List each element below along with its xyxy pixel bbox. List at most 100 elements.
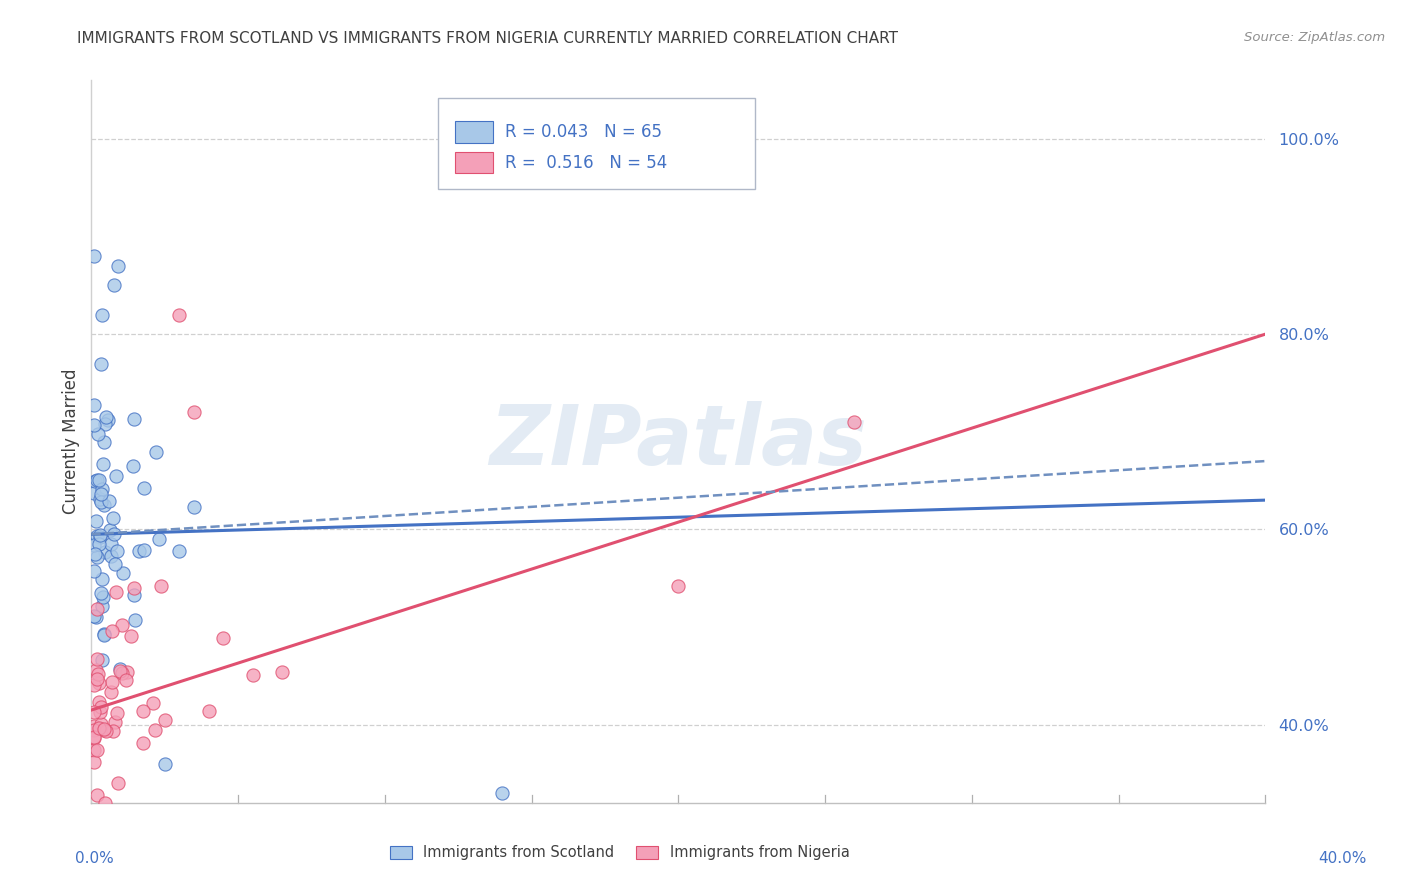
Point [83, 730, 105, 744]
Point [124, 613, 146, 627]
Point [844, 415, 866, 429]
Point [93, 435, 115, 450]
Point [87, 427, 110, 442]
Point [666, 579, 689, 593]
Point [91, 599, 114, 614]
Point [86, 550, 108, 565]
Point [93, 723, 115, 737]
Point [169, 543, 191, 558]
Point [107, 259, 129, 273]
Point [84, 610, 107, 624]
Point [89, 700, 111, 714]
FancyBboxPatch shape [437, 98, 755, 189]
Point [101, 624, 124, 638]
Point [90, 585, 112, 599]
Point [271, 665, 294, 679]
Point [86, 474, 108, 488]
Point [149, 579, 172, 593]
Point [93, 498, 115, 512]
Point [86, 529, 108, 543]
Point [90, 487, 112, 501]
Point [103, 526, 125, 541]
Point [93, 627, 115, 641]
Point [103, 278, 125, 293]
Point [212, 631, 235, 645]
Point [83, 723, 105, 737]
Point [98, 493, 121, 508]
Point [107, 776, 129, 790]
Point [90, 308, 112, 322]
Point [145, 723, 167, 738]
Point [101, 511, 124, 525]
Point [83, 743, 105, 757]
Point [100, 536, 122, 550]
Text: R = 0.043   N = 65: R = 0.043 N = 65 [505, 123, 662, 141]
Point [132, 705, 155, 719]
Point [183, 405, 205, 419]
Point [128, 544, 150, 558]
Point [83, 564, 105, 578]
Point [101, 675, 124, 690]
Point [122, 588, 145, 602]
Point [83, 398, 105, 412]
Text: 40.0%: 40.0% [1319, 851, 1367, 865]
Point [83, 417, 105, 432]
Point [84, 515, 107, 529]
Point [83, 755, 105, 769]
Point [91, 590, 114, 604]
Text: R =  0.516   N = 54: R = 0.516 N = 54 [505, 153, 666, 171]
Point [89, 721, 111, 735]
Point [87, 695, 110, 709]
Point [86, 651, 108, 665]
Point [94, 796, 117, 810]
Point [134, 543, 156, 558]
Point [105, 544, 128, 558]
Point [83, 538, 105, 552]
Point [87, 473, 110, 487]
Point [90, 717, 112, 731]
Point [83, 678, 105, 692]
Point [242, 668, 264, 682]
Point [100, 685, 122, 699]
Point [100, 549, 122, 564]
Point [120, 629, 142, 643]
Point [112, 566, 135, 580]
Point [134, 481, 156, 495]
FancyBboxPatch shape [456, 121, 494, 143]
Point [491, 786, 513, 800]
Point [89, 705, 111, 719]
Legend: Immigrants from Scotland, Immigrants from Nigeria: Immigrants from Scotland, Immigrants fro… [382, 838, 858, 868]
Y-axis label: Currently Married: Currently Married [62, 368, 80, 515]
Point [111, 665, 134, 680]
Point [89, 537, 111, 551]
Point [155, 713, 177, 727]
Point [89, 530, 111, 544]
Point [94, 724, 117, 739]
Text: ZIPatlas: ZIPatlas [489, 401, 868, 482]
Point [145, 445, 167, 459]
Point [142, 696, 165, 710]
Point [83, 608, 105, 623]
Point [93, 723, 115, 738]
Point [103, 724, 125, 739]
Point [197, 704, 219, 718]
Point [94, 417, 117, 431]
Point [89, 491, 111, 506]
Text: Source: ZipAtlas.com: Source: ZipAtlas.com [1244, 31, 1385, 45]
Point [83, 548, 105, 562]
Point [148, 532, 170, 546]
Point [83, 719, 105, 733]
Point [84, 475, 107, 489]
Point [91, 572, 114, 586]
Point [105, 706, 128, 720]
Point [94, 545, 117, 559]
Point [114, 673, 136, 687]
Point [122, 581, 145, 595]
Point [86, 788, 108, 802]
Point [83, 705, 105, 719]
Point [83, 485, 105, 500]
Point [98, 524, 121, 538]
Point [153, 756, 176, 771]
Point [115, 665, 138, 680]
FancyBboxPatch shape [456, 152, 494, 173]
